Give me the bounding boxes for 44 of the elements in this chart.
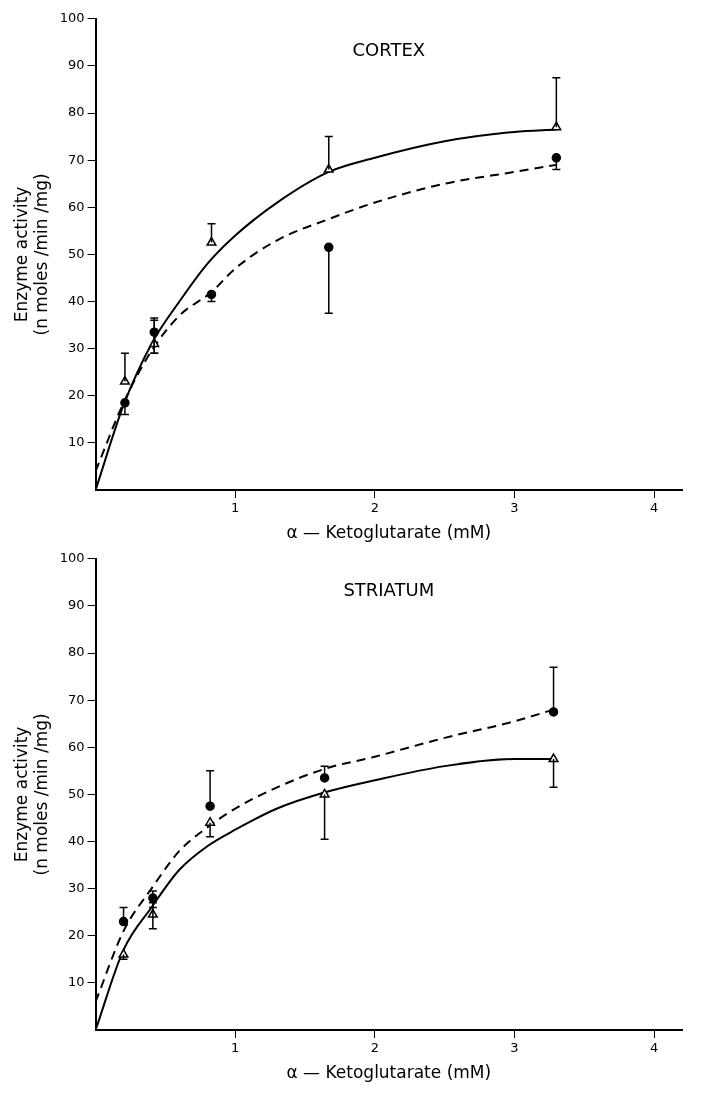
text: CORTEX (352, 39, 426, 61)
y-tick-label: 20 (68, 927, 85, 943)
y-tick-label: 70 (68, 151, 85, 167)
point (319, 788, 330, 798)
y-tick-label: 30 (68, 880, 85, 896)
x-tick-label: 1 (231, 1040, 240, 1056)
y-tick-label: 10 (68, 974, 85, 990)
x-tick-label: 4 (649, 1040, 659, 1056)
y-tick-label: 90 (68, 57, 85, 73)
point (548, 753, 559, 763)
y-tick-label: 30 (68, 340, 85, 356)
y-tick-label: 40 (68, 832, 85, 848)
y-tick-label: 60 (68, 738, 85, 754)
y-tick-label: 100 (59, 10, 85, 26)
text: STRIATUM (343, 579, 435, 601)
x-tick-label: 4 (649, 500, 659, 516)
y-tick-label: 40 (68, 292, 85, 308)
point (118, 948, 129, 958)
y-axis-title: Enzyme activity (n moles /min /mg) (10, 713, 52, 876)
x-axis-title: α — Ketoglutarate (mM) (286, 522, 492, 543)
point (551, 153, 562, 163)
y-tick-label: 60 (68, 198, 85, 214)
y-tick-label: 20 (68, 387, 85, 403)
point (118, 916, 129, 927)
x-tick-label: 2 (370, 500, 379, 516)
x-tick-label: 3 (510, 500, 519, 516)
x-axis-title: α — Ketoglutarate (mM) (286, 1062, 492, 1083)
y-tick-label: 10 (68, 434, 85, 450)
x-tick-label: 1 (231, 500, 240, 516)
y-tick-label: 100 (59, 550, 85, 566)
y-tick-label: 90 (68, 597, 85, 613)
point (319, 773, 330, 783)
y-tick-label: 80 (68, 644, 85, 660)
y-tick-label: 70 (68, 691, 85, 707)
point (120, 398, 130, 408)
point (206, 289, 217, 300)
y-tick-label: 50 (68, 245, 85, 261)
x-tick-label: 3 (510, 1040, 519, 1056)
y-tick-label: 50 (68, 785, 85, 801)
x-tick-label: 2 (370, 1040, 379, 1056)
y-axis-title: Enzyme activity (n moles /min /mg) (10, 173, 52, 336)
point (205, 801, 215, 811)
y-tick-label: 80 (68, 104, 85, 120)
point (548, 707, 559, 717)
